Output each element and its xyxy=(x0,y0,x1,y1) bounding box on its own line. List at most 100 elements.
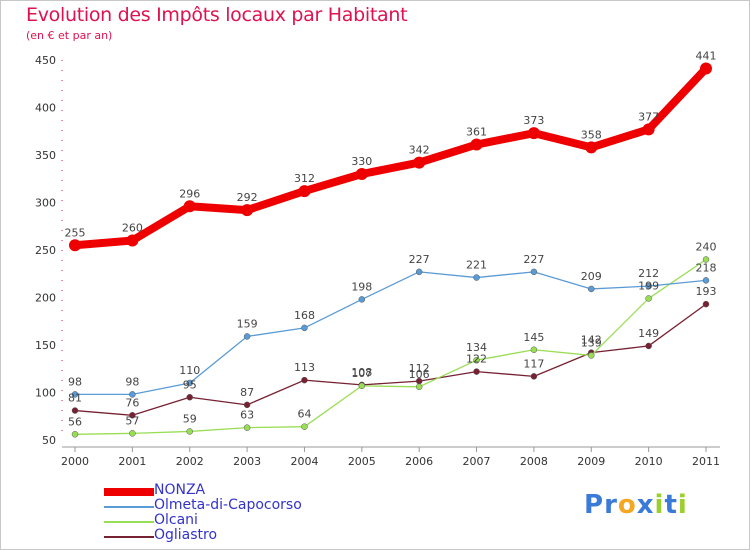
legend-swatch xyxy=(104,536,154,538)
data-label: 221 xyxy=(466,259,487,272)
logo-letter: i xyxy=(654,490,665,520)
data-label: 373 xyxy=(523,114,544,127)
data-point xyxy=(530,268,538,276)
logo-letter: P xyxy=(584,490,605,520)
x-tick-label: 2000 xyxy=(61,455,89,468)
data-label: 107 xyxy=(351,367,372,380)
data-point xyxy=(415,383,423,391)
legend-swatch xyxy=(104,506,154,508)
data-label: 95 xyxy=(183,378,197,391)
data-point xyxy=(129,391,136,398)
data-label: 441 xyxy=(696,50,717,63)
series-line-olcani xyxy=(74,258,707,435)
series-line-ogliastro xyxy=(74,303,707,416)
x-tick-label: 2005 xyxy=(348,455,376,468)
data-point xyxy=(183,200,196,213)
data-label: 159 xyxy=(237,317,258,330)
data-point xyxy=(588,352,595,359)
y-tick-label: 400 xyxy=(35,102,56,115)
y-tick-label: 450 xyxy=(35,54,56,67)
y-tick-label: 300 xyxy=(35,197,56,210)
data-label: 240 xyxy=(696,241,717,254)
logo-letter: r xyxy=(604,490,618,520)
data-label: 227 xyxy=(409,253,430,266)
x-tick-label: 2003 xyxy=(233,455,261,468)
data-point xyxy=(473,356,480,364)
data-point xyxy=(243,401,251,409)
data-point xyxy=(301,324,308,332)
legend-swatch xyxy=(104,488,154,496)
data-label: 87 xyxy=(240,386,254,399)
data-point xyxy=(71,391,79,398)
chart-subtitle: (en € et par an) xyxy=(26,29,113,42)
data-point xyxy=(588,285,595,293)
y-tick-label: 50 xyxy=(42,434,56,447)
data-point xyxy=(301,376,308,384)
data-label: 112 xyxy=(409,362,430,375)
data-label: 110 xyxy=(179,364,200,377)
data-point xyxy=(298,185,311,198)
data-label: 122 xyxy=(466,353,487,366)
legend-swatch xyxy=(104,521,154,523)
data-label: 312 xyxy=(294,172,315,185)
data-label: 56 xyxy=(68,415,82,428)
data-point xyxy=(415,268,423,276)
data-point xyxy=(470,138,483,151)
data-label: 296 xyxy=(179,187,200,200)
proxiti-logo: Proxiti xyxy=(584,490,688,520)
data-point xyxy=(645,295,652,302)
series-line-olmeta-di-capocorso xyxy=(75,271,707,396)
data-label: 108 xyxy=(351,366,372,379)
y-tick-label: 200 xyxy=(35,292,56,305)
legend-label: Ogliastro xyxy=(154,527,218,543)
x-tick-label: 2007 xyxy=(463,455,491,468)
data-label: 106 xyxy=(409,368,430,381)
data-label: 149 xyxy=(638,327,659,340)
y-tick-label: 150 xyxy=(35,339,56,352)
x-tick-label: 2002 xyxy=(176,455,204,468)
data-point xyxy=(473,368,480,375)
data-point xyxy=(358,382,366,390)
data-point xyxy=(186,394,193,401)
data-label: 218 xyxy=(696,261,717,274)
data-label: 98 xyxy=(68,375,82,388)
data-point xyxy=(69,239,81,252)
data-point xyxy=(642,123,655,136)
logo-letter: o xyxy=(617,490,637,520)
data-label: 255 xyxy=(65,226,86,239)
data-label: 377 xyxy=(638,110,659,123)
data-label: 142 xyxy=(581,334,602,347)
data-label: 134 xyxy=(466,341,487,354)
data-point xyxy=(413,156,426,169)
data-point xyxy=(527,127,540,140)
data-label: 292 xyxy=(237,191,258,204)
data-label: 168 xyxy=(294,309,315,322)
data-label: 139 xyxy=(581,336,602,349)
data-point xyxy=(241,204,254,217)
x-tick-label: 2011 xyxy=(692,455,720,468)
data-point xyxy=(530,373,538,380)
data-point xyxy=(585,141,598,154)
data-label: 260 xyxy=(122,222,143,235)
data-point xyxy=(702,277,710,284)
x-tick-label: 2009 xyxy=(577,455,605,468)
data-point xyxy=(645,342,652,350)
data-point xyxy=(129,412,136,419)
data-label: 81 xyxy=(68,392,82,405)
logo-letter: x xyxy=(636,490,655,520)
series-line-nonza xyxy=(74,65,709,250)
x-tick-label: 2008 xyxy=(520,455,548,468)
x-tick-label: 2004 xyxy=(290,455,318,468)
data-label: 330 xyxy=(351,155,372,168)
data-point xyxy=(243,333,251,340)
data-point xyxy=(71,407,79,414)
data-point xyxy=(530,346,538,353)
data-label: 361 xyxy=(466,126,487,139)
data-label: 76 xyxy=(125,396,139,409)
legend-label: NONZA xyxy=(154,482,206,498)
data-label: 145 xyxy=(523,331,544,344)
data-label: 193 xyxy=(696,285,717,298)
data-point xyxy=(473,274,480,281)
data-point xyxy=(702,256,710,263)
